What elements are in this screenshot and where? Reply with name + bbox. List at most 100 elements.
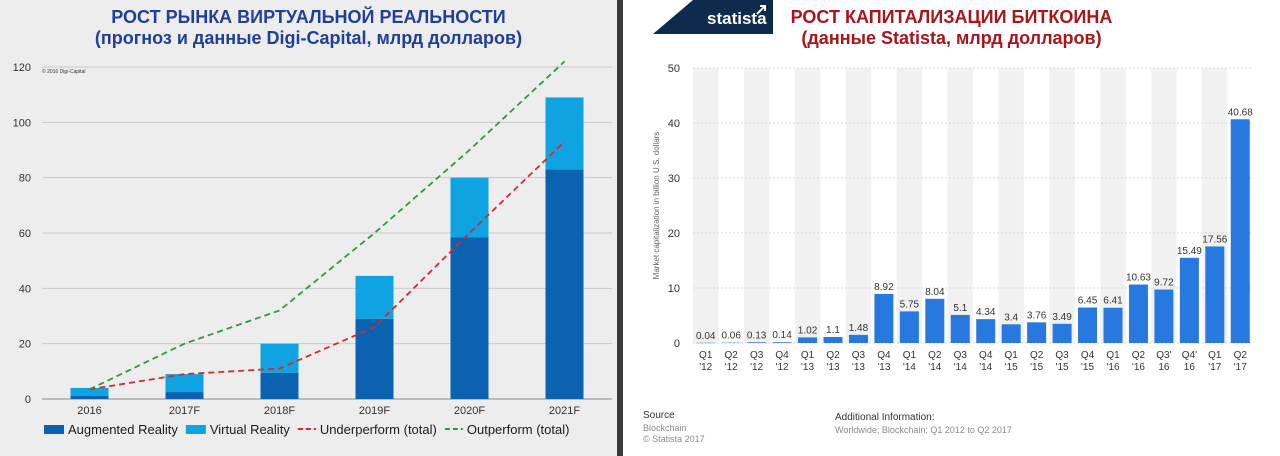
btc-x-tick-label: Q2 — [928, 350, 942, 361]
btc-x-tick-label: Q1 — [699, 350, 713, 361]
btc-x-tick-label: Q2 — [1234, 350, 1248, 361]
btc-x-tick-label: Q2 — [1132, 350, 1146, 361]
btc-bar — [976, 319, 996, 343]
btc-x-tick-label: Q4' — [1182, 350, 1197, 361]
btc-x-tick-label: '12 — [699, 362, 712, 373]
btc-x-tick-label: '14 — [954, 362, 967, 373]
btc-bar — [925, 298, 945, 343]
vr-chart-copyright: © 2016 Digi-Capital — [42, 68, 85, 75]
btc-bar — [874, 293, 894, 343]
btc-column-band — [947, 68, 973, 343]
btc-bar — [1052, 323, 1072, 343]
btc-data-label: 0.13 — [747, 330, 767, 341]
vr-bar-augmented-reality — [165, 392, 204, 399]
btc-bar — [1027, 322, 1047, 343]
btc-x-tick-label: '14 — [979, 362, 992, 373]
btc-x-tick-label: '16 — [1132, 362, 1145, 373]
btc-data-label: 0.06 — [721, 331, 741, 342]
btc-column-band — [998, 68, 1024, 343]
source-value: Blockchain — [643, 423, 687, 433]
statista-logo-text: statista — [707, 9, 767, 28]
btc-x-tick-label: '13 — [852, 362, 865, 373]
btc-data-label: 0.04 — [696, 331, 716, 342]
btc-data-label: 1.1 — [826, 325, 840, 336]
vr-bar-augmented-reality — [260, 372, 299, 399]
btc-x-tick-label: Q3 — [954, 350, 968, 361]
vr-y-tick-label: 80 — [19, 173, 31, 185]
btc-x-tick-label: '17 — [1234, 362, 1247, 373]
btc-x-tick-label: Q1 — [1208, 350, 1222, 361]
vr-line-outperform-total — [89, 60, 566, 391]
btc-y-tick-label: 30 — [668, 173, 680, 185]
btc-x-tick-label: Q4 — [877, 350, 891, 361]
btc-column-band — [693, 68, 719, 343]
vr-bar-virtual-reality — [70, 387, 109, 396]
vr-x-tick-label: 2021F — [549, 405, 580, 417]
vr-x-tick-label: 2016 — [77, 405, 101, 417]
btc-data-label: 10.63 — [1126, 273, 1151, 284]
btc-bar — [1179, 257, 1199, 343]
source-label: Source — [643, 410, 675, 421]
btc-x-tick-label: '14 — [928, 362, 941, 373]
vr-bar-virtual-reality — [450, 177, 489, 238]
vr-y-tick-label: 120 — [13, 62, 31, 74]
vr-y-tick-label: 0 — [25, 394, 31, 406]
btc-x-tick-label: '13 — [801, 362, 814, 373]
btc-x-tick-label: Q3 — [750, 350, 764, 361]
vr-chart-subtitle: (прогноз и данные Digi-Capital, млрд дол… — [94, 28, 523, 48]
btc-x-tick-label: Q4 — [1081, 350, 1095, 361]
btc-x-tick-label: Q1 — [1106, 350, 1120, 361]
btc-column-band — [896, 68, 923, 343]
vr-bar-augmented-reality — [450, 237, 489, 399]
btc-bar — [798, 337, 818, 343]
btc-data-label: 4.34 — [976, 307, 996, 318]
vr-chart-title: РОСТ РЫНКА ВИРТУАЛЬНОЙ РЕАЛЬНОСТИ — [111, 7, 506, 27]
vr-market-panel: РОСТ РЫНКА ВИРТУАЛЬНОЙ РЕАЛЬНОСТИ (прогн… — [0, 0, 617, 456]
btc-data-label: 9.72 — [1154, 278, 1174, 289]
vr-legend-label: Augmented Reality — [68, 422, 178, 437]
btc-bar — [1230, 119, 1250, 343]
btc-data-label: 1.02 — [798, 325, 818, 336]
statista-logo: statista — [653, 0, 773, 34]
btc-data-label: 3.49 — [1052, 312, 1072, 323]
btc-x-tick-label: Q4 — [979, 350, 993, 361]
btc-x-tick-label: '12 — [725, 362, 738, 373]
vr-bar-augmented-reality — [355, 318, 394, 399]
btc-x-tick-label: '16 — [1106, 362, 1119, 373]
btc-chart-subtitle: (данные Statista, млрд долларов) — [801, 28, 1102, 48]
vr-legend-swatch — [185, 425, 206, 434]
btc-x-tick-label: Q2 — [725, 350, 739, 361]
btc-x-tick-label: Q1 — [903, 350, 917, 361]
btc-x-tick-label: 16 — [1158, 362, 1170, 373]
btc-bar — [747, 342, 767, 343]
btc-x-tick-label: Q1 — [1005, 350, 1019, 361]
vr-legend-label: Virtual Reality — [210, 422, 290, 437]
btc-x-tick-label: '12 — [776, 362, 789, 373]
btc-data-label: 5.75 — [900, 299, 920, 310]
btc-bar — [950, 314, 970, 343]
btc-x-tick-label: Q3 — [1055, 350, 1069, 361]
btc-x-tick-label: Q1 — [801, 350, 815, 361]
btc-y-axis-label: Market capitalization in billion U.S. do… — [652, 132, 661, 280]
vr-bar-augmented-reality — [545, 169, 584, 399]
btc-x-tick-label: Q2 — [1030, 350, 1044, 361]
btc-column-band — [845, 68, 872, 343]
btc-x-tick-label: '14 — [903, 362, 916, 373]
btc-column-band — [1100, 68, 1126, 343]
vr-bar-virtual-reality — [355, 275, 394, 319]
vr-y-tick-label: 20 — [19, 339, 31, 351]
panel-divider — [617, 0, 623, 456]
vr-x-tick-label: 2019F — [359, 405, 390, 417]
btc-bar — [1078, 307, 1098, 343]
btc-data-label: 8.04 — [925, 287, 945, 298]
btc-x-tick-label: '13 — [877, 362, 890, 373]
btc-x-tick-label: '17 — [1208, 362, 1221, 373]
vr-bar-virtual-reality — [165, 374, 204, 393]
btc-y-tick-label: 50 — [668, 63, 680, 75]
btc-x-tick-label: Q4 — [775, 350, 789, 361]
btc-x-tick-label: 16 — [1184, 362, 1196, 373]
btc-column-band — [743, 68, 770, 343]
bitcoin-cap-chart: 0 10 20 30 40 50 Market capitalization in bill… — [652, 63, 1253, 373]
vr-market-chart: © 2016 Digi-Capital 0 20 40 60 80 100 120 2016 2… — [13, 60, 612, 437]
vr-line-underperform-total — [89, 141, 566, 391]
